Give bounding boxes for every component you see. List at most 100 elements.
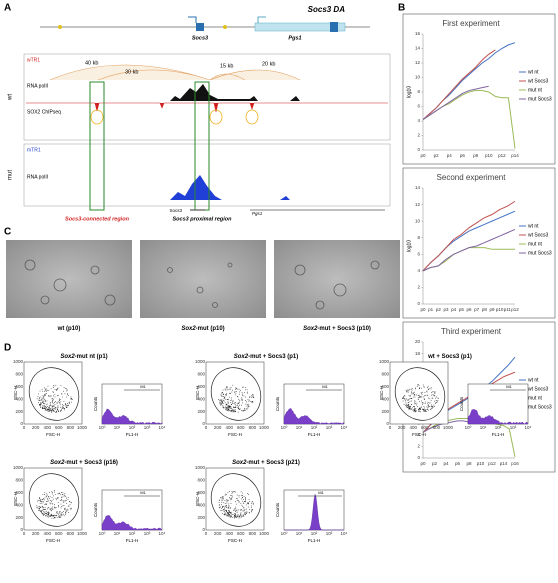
event-dot [237, 498, 238, 500]
event-dot [57, 388, 58, 390]
x-tick-label: p4 [447, 153, 453, 158]
x-tick-label: 400 [225, 425, 233, 430]
event-dot [62, 405, 63, 407]
event-dot [67, 404, 69, 406]
event-dot [52, 508, 53, 510]
event-dot [42, 402, 43, 403]
event-dot [64, 509, 65, 510]
event-dot [241, 498, 243, 500]
event-dot [228, 505, 230, 507]
event-dot [47, 497, 48, 499]
event-dot [245, 389, 246, 391]
event-dot [228, 409, 230, 411]
event-dot [236, 405, 238, 406]
event-dot [420, 396, 422, 398]
y-tick-label: 600 [15, 384, 23, 389]
event-dot [39, 399, 40, 401]
event-dot [46, 496, 47, 498]
event-dot [252, 401, 254, 403]
event-dot [49, 515, 51, 517]
event-dot [47, 513, 49, 515]
event-dot [423, 384, 424, 386]
y-tick-label: 400 [381, 396, 389, 401]
event-dot [49, 410, 50, 412]
event-dot [239, 391, 241, 393]
event-dot [222, 496, 224, 498]
event-dot [243, 395, 245, 397]
distance-label: 40 kb [85, 60, 98, 66]
event-dot [220, 404, 222, 405]
event-dot [239, 408, 241, 410]
event-dot [241, 496, 243, 498]
event-dot [243, 496, 245, 497]
event-dot [245, 400, 246, 401]
event-dot [418, 396, 420, 398]
event-dot [222, 507, 223, 508]
event-dot [43, 511, 44, 513]
event-dot [48, 406, 50, 408]
event-dot [242, 497, 243, 499]
event-dot [57, 409, 58, 410]
event-dot [247, 407, 249, 409]
event-dot [43, 513, 45, 515]
x-tick-label: 10⁴ [341, 531, 348, 536]
event-dot [423, 386, 425, 388]
event-dot [40, 403, 42, 405]
event-dot [230, 516, 231, 518]
event-dot [244, 510, 245, 512]
event-dot [420, 411, 421, 413]
event-dot [229, 512, 231, 514]
event-dot [51, 407, 53, 409]
event-dot [243, 510, 244, 512]
legend-label: wt Socs3 [528, 78, 549, 84]
event-dot [52, 409, 54, 411]
event-dot [62, 406, 64, 408]
event-dot [219, 504, 220, 505]
event-dot [431, 392, 433, 393]
caption: Sox2-mut + Socs3 (p1) [234, 354, 299, 360]
legend-label: wt nt [528, 377, 539, 383]
event-dot [221, 498, 223, 500]
event-dot [40, 499, 41, 501]
event-dot [228, 505, 229, 507]
event-dot [53, 411, 55, 412]
legend-label: mut Socs3 [528, 96, 552, 102]
event-dot [54, 403, 56, 405]
event-dot [228, 510, 229, 511]
event-dot [408, 408, 410, 409]
event-dot [49, 395, 51, 397]
event-dot [46, 393, 47, 395]
chart-title: Second experiment [437, 173, 507, 182]
event-dot [66, 404, 67, 406]
y-tick-label: 400 [197, 396, 205, 401]
event-dot [234, 411, 236, 413]
event-dot [412, 409, 414, 411]
event-dot [432, 394, 434, 396]
event-dot [246, 408, 248, 410]
event-dot [414, 391, 415, 393]
event-dot [238, 409, 240, 410]
event-dot [236, 503, 237, 505]
event-dot [428, 397, 429, 399]
event-dot [51, 517, 53, 519]
event-dot [40, 406, 41, 408]
event-dot [426, 391, 428, 393]
event-dot [223, 514, 225, 515]
event-dot [241, 391, 243, 393]
event-dot [232, 384, 234, 386]
event-dot [245, 511, 247, 513]
event-dot [231, 399, 232, 401]
event-dot [57, 387, 59, 389]
event-dot [237, 407, 239, 409]
event-dot [58, 505, 59, 507]
event-dot [54, 506, 55, 508]
label-part: Sox2 [50, 460, 65, 466]
event-dot [55, 407, 56, 408]
event-dot [224, 500, 226, 501]
event-dot [69, 403, 70, 404]
event-dot [240, 517, 242, 519]
event-dot [64, 507, 66, 509]
event-dot [223, 398, 225, 400]
event-dot [43, 403, 45, 405]
y-tick-label: 800 [381, 372, 389, 377]
